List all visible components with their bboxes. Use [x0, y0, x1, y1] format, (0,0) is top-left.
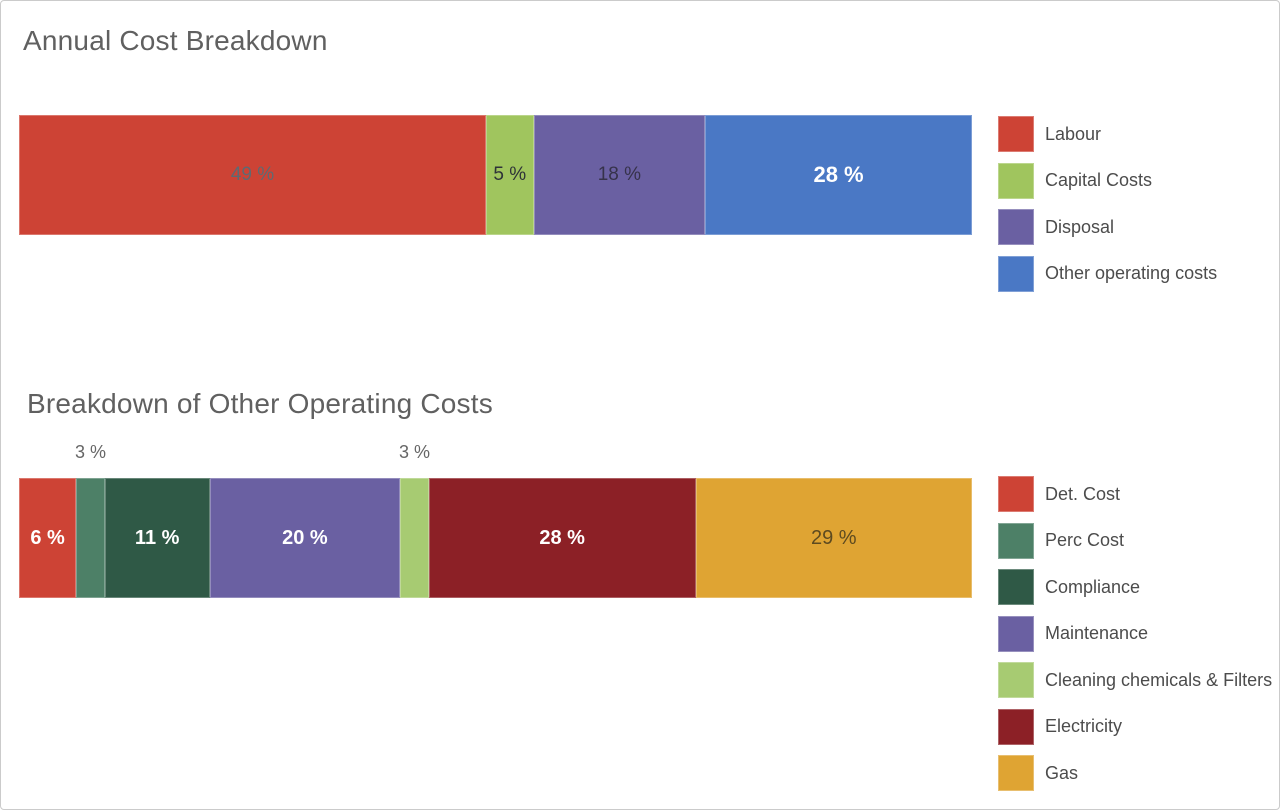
- segment-data-label-outside: 3 %: [398, 442, 430, 462]
- bar-segment-maintenance[interactable]: 20 %: [209, 478, 401, 598]
- stacked-bar: 6 % 11 % 20 % 28 % 29 %: [19, 478, 972, 598]
- legend-swatch-gas: [998, 755, 1034, 791]
- legend-label: Det. Cost: [1045, 483, 1121, 504]
- legend: Labour Capital Costs Disposal Other operati…: [998, 116, 1217, 302]
- legend-item-disposal[interactable]: Disposal: [998, 209, 1217, 245]
- legend-label: Other operating costs: [1045, 263, 1218, 283]
- legend-swatch-perc-cost: [998, 522, 1034, 559]
- legend-label: Compliance: [1045, 576, 1141, 597]
- legend-item-capital-costs[interactable]: Capital Costs: [998, 162, 1217, 199]
- legend-swatch-electricity: [998, 708, 1034, 745]
- legend-label: Disposal: [1045, 216, 1115, 237]
- legend-label: Labour: [1045, 123, 1102, 144]
- legend-item-perc-cost[interactable]: Perc Cost: [998, 522, 1272, 559]
- segment-data-label: 18 %: [597, 164, 642, 185]
- segment-data-label: 20 %: [282, 526, 328, 549]
- legend-item-gas[interactable]: Gas: [998, 755, 1272, 791]
- bar-segment-capital-costs[interactable]: 5 %: [485, 115, 534, 235]
- legend-swatch-labour: [998, 116, 1034, 152]
- legend-label: Gas: [1045, 762, 1079, 783]
- legend-label: Maintenance: [1045, 623, 1149, 643]
- bar-segment-disposal[interactable]: 18 %: [533, 115, 706, 235]
- bar-segment-compliance[interactable]: 11 %: [104, 478, 210, 598]
- bar-segment-electricity[interactable]: 28 %: [428, 478, 696, 598]
- legend-label: Electricity: [1045, 716, 1123, 736]
- segment-data-label: 49 %: [230, 164, 275, 185]
- legend-swatch-capital-costs: [998, 162, 1034, 199]
- segment-data-label-outside: 3 %: [74, 442, 106, 462]
- legend-swatch-maintenance: [998, 615, 1034, 652]
- bar-segment-other-operating-costs[interactable]: 28 %: [705, 115, 972, 235]
- legend-item-maintenance[interactable]: Maintenance: [998, 615, 1272, 652]
- stacked-bar: 49 % 5 % 18 % 28 %: [19, 115, 972, 235]
- legend-item-cleaning-chemicals-filters[interactable]: Cleaning chemicals & Filters: [998, 662, 1272, 698]
- bar-segment-gas[interactable]: 29 %: [695, 478, 972, 598]
- chart-title: Breakdown of Other Operating Costs: [27, 388, 493, 419]
- segment-data-label: 29 %: [810, 526, 857, 549]
- legend-label: Perc Cost: [1045, 530, 1125, 550]
- bar-segment-labour[interactable]: 49 %: [19, 115, 486, 235]
- segment-data-label: 5 %: [493, 164, 527, 185]
- bar-segment-det-cost[interactable]: 6 %: [19, 478, 77, 598]
- chart-title: Annual Cost Breakdown: [23, 25, 328, 56]
- bar-segment-cleaning-chemicals-filters[interactable]: [400, 478, 429, 598]
- legend-item-det-cost[interactable]: Det. Cost: [998, 476, 1272, 512]
- legend-swatch-cleaning-chemicals-filters: [998, 662, 1034, 698]
- legend-label: Capital Costs: [1045, 170, 1153, 190]
- legend-item-compliance[interactable]: Compliance: [998, 569, 1272, 605]
- segment-data-label: 28 %: [539, 526, 585, 549]
- legend-swatch-disposal: [998, 209, 1034, 245]
- legend-swatch-other-operating-costs: [998, 255, 1034, 292]
- outside-data-labels: 3 % 3 %: [19, 439, 972, 465]
- segment-data-label: 28 %: [813, 162, 864, 187]
- legend-swatch-det-cost: [998, 476, 1034, 512]
- legend-item-electricity[interactable]: Electricity: [998, 708, 1272, 745]
- segment-data-label: 11 %: [134, 526, 180, 549]
- legend-item-labour[interactable]: Labour: [998, 116, 1217, 152]
- bar-segment-perc-cost[interactable]: [76, 478, 105, 598]
- segment-data-label: 6 %: [30, 526, 65, 549]
- legend-label: Cleaning chemicals & Filters: [1045, 669, 1273, 690]
- legend-item-other-operating-costs[interactable]: Other operating costs: [998, 255, 1218, 292]
- legend: Det. Cost Perc Cost Compliance Maintenance C…: [998, 476, 1272, 802]
- legend-swatch-compliance: [998, 569, 1034, 605]
